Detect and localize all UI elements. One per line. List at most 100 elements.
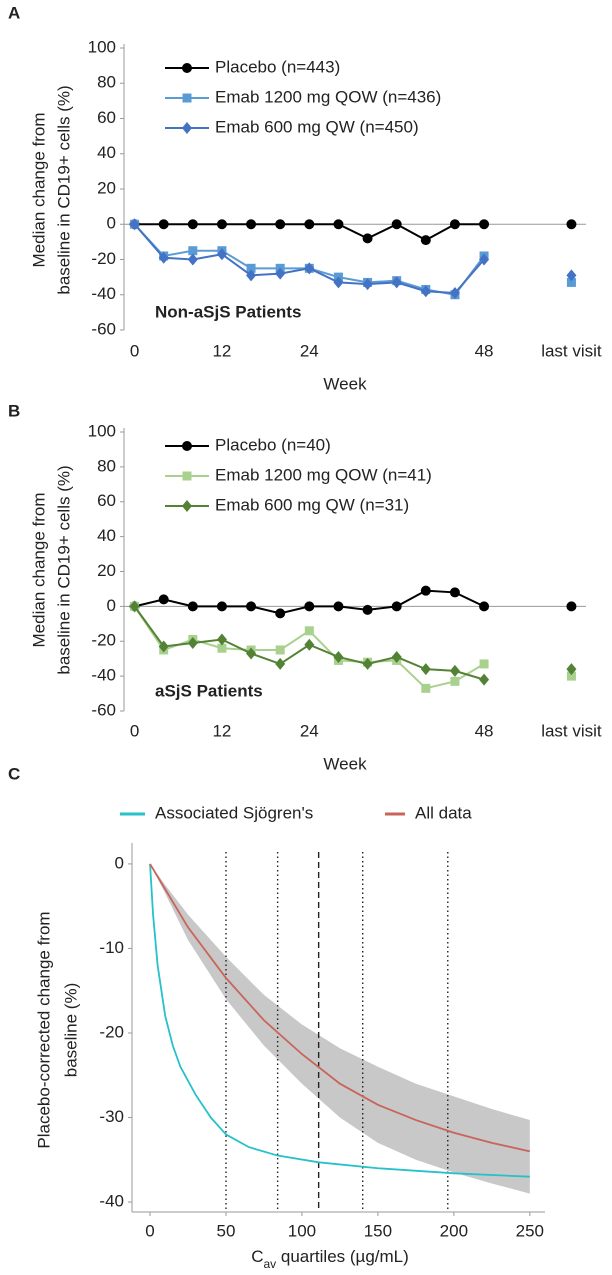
marker — [246, 647, 257, 660]
legend-label: Placebo (n=40) — [215, 435, 331, 454]
panel: B Median change from baseline in CD19+ cel… — [8, 401, 602, 773]
marker — [182, 500, 192, 512]
marker — [362, 233, 373, 244]
marker — [304, 262, 315, 275]
marker — [216, 633, 227, 646]
marker — [158, 219, 169, 230]
series-line — [135, 606, 572, 679]
marker — [479, 219, 490, 230]
marker — [391, 276, 402, 289]
marker — [333, 601, 344, 612]
marker — [362, 278, 373, 291]
x-tick-label: 250 — [516, 1221, 544, 1240]
series-line — [149, 863, 531, 1153]
y-tick-label: -40 — [91, 666, 116, 685]
x-tick-label: 200 — [440, 1221, 468, 1240]
y-axis-title: Placebo-corrected change from — [34, 911, 53, 1148]
x-tick-label: 100 — [288, 1221, 316, 1240]
marker — [275, 608, 286, 619]
marker — [216, 601, 227, 612]
legend-label: Emab 1200 mg QOW (n=41) — [215, 465, 432, 484]
marker — [246, 219, 257, 230]
x-tick-label: 50 — [217, 1221, 236, 1240]
marker — [246, 601, 257, 612]
marker — [187, 636, 198, 649]
panel: C Placebo-corrected change from baseline (… — [8, 764, 545, 1271]
y-tick-label: 40 — [97, 143, 116, 162]
marker — [246, 263, 256, 273]
marker — [333, 276, 344, 289]
legend-label: Emab 600 mg QW (n=31) — [215, 495, 409, 514]
marker — [449, 664, 460, 677]
marker — [479, 253, 490, 266]
x-tick-label: 150 — [364, 1221, 392, 1240]
y-tick-label: -60 — [91, 700, 116, 719]
y-tick-label: 40 — [97, 526, 116, 545]
x-tick-label: 0 — [130, 721, 139, 740]
marker — [187, 253, 198, 266]
marker — [182, 122, 192, 134]
x-axis-title-part: quartiles (µg/mL) — [276, 1247, 409, 1266]
marker — [304, 219, 315, 230]
marker — [182, 441, 192, 451]
marker — [187, 219, 198, 230]
x-tick-label: 12 — [212, 721, 231, 740]
y-tick-label: -20 — [91, 631, 116, 650]
marker — [420, 235, 431, 246]
y-tick-label: -30 — [99, 1107, 124, 1126]
legend-label: Placebo (n=443) — [215, 57, 340, 76]
y-tick-label: 0 — [107, 596, 116, 615]
panel-label: C — [8, 764, 20, 783]
x-tick-label: 12 — [212, 341, 231, 360]
marker — [479, 673, 490, 686]
y-tick-label: 0 — [115, 853, 124, 872]
x-axis-title-part: av — [263, 1257, 276, 1271]
y-tick-label: 60 — [97, 108, 116, 127]
series-line — [135, 591, 572, 614]
marker — [304, 626, 314, 636]
y-tick-label: 20 — [97, 561, 116, 580]
marker — [566, 601, 577, 612]
marker — [449, 286, 460, 299]
y-tick-label: 100 — [88, 421, 116, 440]
marker — [182, 63, 192, 73]
legend-label: Emab 1200 mg QOW (n=436) — [215, 87, 441, 106]
marker — [449, 219, 460, 230]
y-axis-title: Median change from — [29, 113, 48, 268]
marker — [275, 657, 286, 670]
marker — [479, 659, 489, 669]
x-tick-label: 0 — [145, 1221, 154, 1240]
marker — [275, 645, 285, 655]
x-tick-label: last visit — [541, 341, 602, 360]
y-tick-label: 80 — [97, 73, 116, 92]
marker — [391, 601, 402, 612]
series-line — [135, 606, 572, 688]
x-axis-title: Week — [323, 374, 367, 393]
y-tick-label: -60 — [91, 319, 116, 338]
legend-label: All data — [415, 803, 472, 822]
marker — [566, 671, 576, 681]
y-tick-label: -20 — [99, 1022, 124, 1041]
x-tick-label: last visit — [541, 721, 602, 740]
x-axis-title: Cav quartiles (µg/mL) — [251, 1247, 409, 1271]
confidence-band — [150, 863, 530, 1194]
marker — [158, 640, 169, 653]
marker — [333, 219, 344, 230]
marker — [391, 219, 402, 230]
marker — [275, 267, 286, 280]
legend-label: Associated Sjögren's — [155, 803, 313, 822]
y-axis-title: baseline in CD19+ cells (%) — [54, 465, 73, 674]
marker — [450, 676, 460, 686]
y-tick-label: -20 — [91, 249, 116, 268]
marker — [182, 471, 192, 481]
marker — [216, 219, 227, 230]
marker — [158, 594, 169, 605]
panel-label: B — [8, 401, 20, 420]
marker — [129, 218, 140, 231]
y-tick-label: -40 — [99, 1192, 124, 1211]
y-tick-label: -10 — [99, 938, 124, 957]
marker — [421, 683, 431, 693]
x-axis-title-part: C — [251, 1247, 263, 1266]
marker — [216, 248, 227, 261]
